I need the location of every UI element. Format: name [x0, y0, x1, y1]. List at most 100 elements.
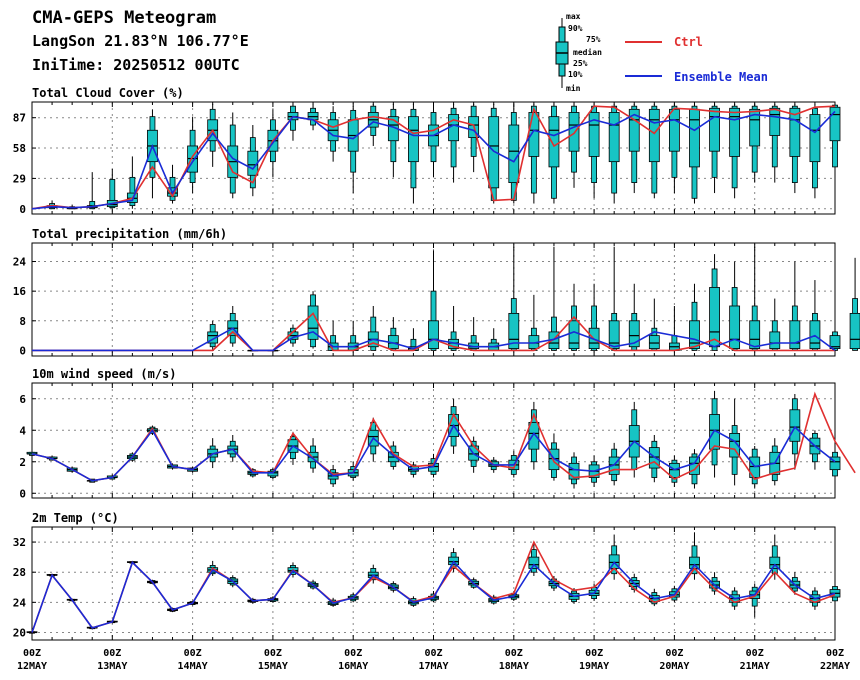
x-tick-date-label: 19MAY [579, 661, 609, 672]
box-inner [729, 433, 741, 458]
panel-title: Total precipitation (mm/6h) [32, 227, 227, 241]
box-inner [709, 107, 720, 152]
x-tick-time-label: 00Z [23, 648, 41, 659]
x-tick-time-label: 00Z [264, 648, 282, 659]
box-inner [729, 107, 741, 157]
y-tick-label: 0 [19, 344, 26, 357]
ensemble-mean-line [31, 110, 836, 210]
box-inner [528, 421, 540, 450]
y-tick-label: 2 [19, 456, 26, 469]
box-inner [849, 312, 860, 349]
y-tick-label: 28 [13, 566, 26, 579]
panel-title: 2m Temp (°C) [32, 511, 119, 525]
x-tick-time-label: 00Z [585, 648, 603, 659]
y-tick-label: 29 [13, 172, 26, 185]
x-tick-time-label: 00Z [746, 648, 764, 659]
box-inner [789, 107, 801, 157]
box-outer [109, 179, 116, 209]
box-inner [508, 124, 520, 183]
box-inner [648, 108, 660, 163]
y-tick-label: 24 [13, 256, 27, 269]
ensemble-mean-line [31, 560, 836, 633]
box-inner [749, 108, 761, 147]
x-tick-date-label: 18MAY [499, 661, 529, 672]
legend-ctrl-label: Ctrl [674, 35, 703, 49]
x-tick-time-label: 00Z [344, 648, 362, 659]
legend-box-label: median [573, 47, 602, 57]
panel-title: 10m wind speed (m/s) [32, 367, 177, 381]
box-inner [408, 116, 419, 163]
x-tick-time-label: 00Z [505, 648, 523, 659]
box-inner [809, 114, 821, 163]
y-tick-label: 4 [19, 424, 26, 437]
box-inner [648, 335, 660, 349]
x-tick-date-label: 16MAY [338, 661, 368, 672]
panel-title: Total Cloud Cover (%) [32, 86, 184, 100]
x-tick-date-label: 14MAY [178, 661, 208, 672]
box-inner [689, 320, 700, 349]
box-series [207, 246, 860, 352]
y-tick-label: 32 [13, 536, 26, 549]
legend-box-label: max [566, 12, 581, 21]
box-inner [789, 320, 801, 349]
box-inner [829, 335, 841, 349]
legend-mean-label: Ensemble Mean [674, 70, 768, 84]
y-tick-label: 6 [19, 393, 26, 406]
box-outer [89, 201, 96, 210]
box-inner [568, 320, 580, 349]
box-series [46, 104, 841, 210]
legend-box-outer [558, 26, 566, 43]
x-tick-time-label: 00Z [826, 648, 844, 659]
legend-box-label: 10% [568, 70, 583, 79]
box-inner [809, 320, 821, 349]
box-inner [789, 409, 801, 442]
box-inner [769, 556, 781, 569]
box-inner [207, 331, 219, 344]
box-inner [829, 106, 841, 142]
box-inner [528, 556, 540, 569]
ensemble-mean-line [32, 327, 836, 352]
x-tick-date-label: 21MAY [740, 661, 770, 672]
legend-box-lower [558, 63, 566, 77]
box-inner [689, 556, 700, 569]
box-inner [568, 462, 580, 480]
box-inner [749, 320, 761, 349]
box-inner [689, 108, 700, 168]
x-tick-time-label: 00Z [424, 648, 442, 659]
box-inner [488, 116, 500, 189]
x-tick-date-label: 20MAY [659, 661, 689, 672]
y-tick-label: 20 [13, 626, 26, 639]
y-tick-label: 87 [13, 112, 26, 125]
box-inner [829, 456, 841, 471]
y-tick-label: 58 [13, 142, 26, 155]
ctrl-line [31, 105, 836, 210]
box-series [26, 390, 841, 489]
init-time-label: IniTime: 20250512 00UTC [32, 56, 240, 74]
y-tick-label: 8 [19, 315, 26, 328]
x-tick-date-label: 22MAY [820, 661, 850, 672]
y-tick-label: 16 [13, 285, 27, 298]
box-inner [568, 112, 580, 152]
ensemble-mean-line [31, 423, 836, 482]
box-inner [769, 331, 781, 349]
box-inner [428, 320, 439, 349]
y-tick-label: 0 [19, 487, 26, 500]
legend-box-label: min [566, 83, 581, 93]
box-inner [608, 320, 620, 349]
legend-box-label: 25% [573, 59, 588, 68]
box-inner [709, 287, 720, 348]
y-tick-label: 0 [19, 203, 26, 216]
chart-title: CMA-GEPS Meteogram [32, 8, 217, 28]
box-inner [588, 112, 600, 157]
x-tick-date-label: 15MAY [258, 661, 288, 672]
box-outer [771, 105, 778, 168]
x-tick-date-label: 17MAY [418, 661, 448, 672]
box-inner [628, 108, 640, 152]
box-inner [669, 108, 680, 152]
x-tick-time-label: 00Z [665, 648, 683, 659]
box-inner [508, 312, 520, 349]
x-tick-time-label: 00Z [103, 648, 121, 659]
y-tick-label: 24 [13, 596, 27, 609]
box-inner [548, 116, 560, 168]
